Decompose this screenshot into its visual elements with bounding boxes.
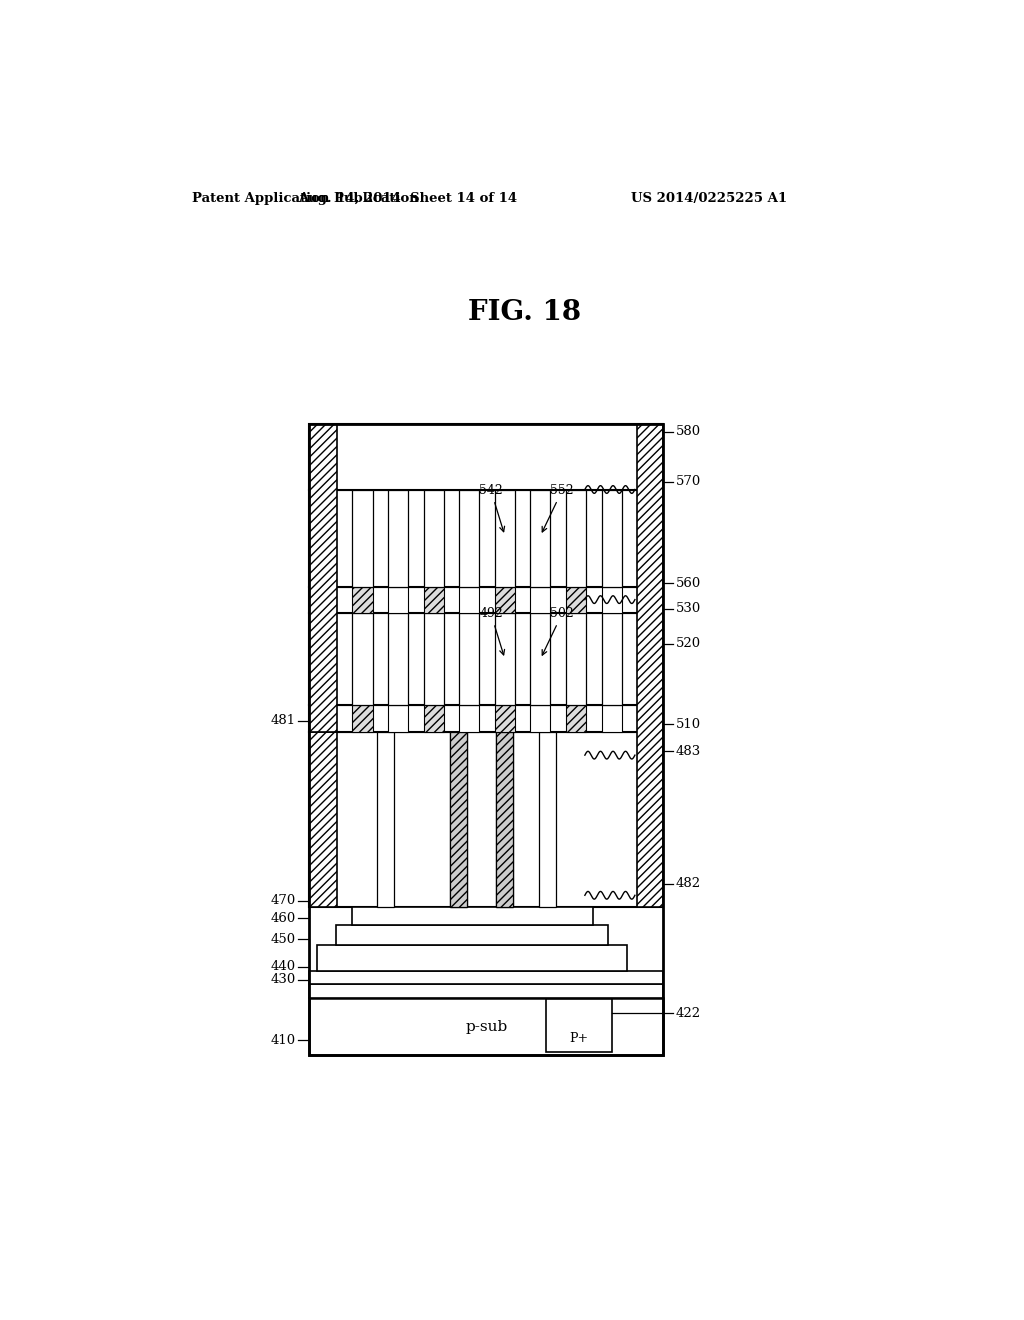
Bar xyxy=(602,587,622,612)
Bar xyxy=(309,705,664,733)
Bar xyxy=(566,490,586,587)
Bar xyxy=(602,705,622,733)
Bar xyxy=(316,945,628,970)
Bar xyxy=(309,490,664,587)
Bar xyxy=(352,705,373,733)
Bar xyxy=(497,733,513,907)
Bar xyxy=(424,612,443,705)
Bar xyxy=(309,970,664,983)
Bar xyxy=(547,999,611,1052)
Bar xyxy=(352,612,373,705)
Bar xyxy=(539,733,556,907)
Text: 492: 492 xyxy=(479,607,505,655)
Bar xyxy=(309,733,664,907)
Text: 430: 430 xyxy=(270,973,295,986)
Bar xyxy=(352,587,373,612)
Text: P+: P+ xyxy=(569,1032,588,1045)
Bar xyxy=(309,587,664,612)
Bar xyxy=(352,490,373,587)
Bar xyxy=(424,490,443,587)
Bar xyxy=(388,587,409,612)
Bar xyxy=(424,705,443,733)
Text: 482: 482 xyxy=(676,878,700,890)
Bar xyxy=(602,612,622,705)
Bar xyxy=(309,424,337,733)
Text: 520: 520 xyxy=(676,638,700,649)
Text: 450: 450 xyxy=(270,933,295,945)
Bar xyxy=(497,733,513,907)
Text: p-sub: p-sub xyxy=(465,1020,508,1034)
Bar xyxy=(530,705,551,733)
Bar xyxy=(309,612,664,705)
Text: 510: 510 xyxy=(676,718,700,731)
Bar xyxy=(495,612,515,705)
Text: 570: 570 xyxy=(676,475,701,488)
Bar xyxy=(460,587,479,612)
Text: 580: 580 xyxy=(676,425,700,438)
Bar xyxy=(351,907,593,924)
Bar xyxy=(566,705,586,733)
Bar xyxy=(460,705,479,733)
Text: 483: 483 xyxy=(676,744,701,758)
Bar xyxy=(377,733,394,907)
Bar xyxy=(566,612,586,705)
Bar xyxy=(309,424,664,490)
Text: 481: 481 xyxy=(270,714,295,727)
Text: 440: 440 xyxy=(270,961,295,973)
Text: 410: 410 xyxy=(270,1034,295,1047)
Text: US 2014/0225225 A1: US 2014/0225225 A1 xyxy=(631,191,787,205)
Text: FIG. 18: FIG. 18 xyxy=(468,298,582,326)
Bar xyxy=(451,733,467,907)
Bar xyxy=(309,424,664,1056)
Bar xyxy=(637,424,664,907)
Bar xyxy=(530,612,551,705)
Text: Patent Application Publication: Patent Application Publication xyxy=(193,191,419,205)
Text: 560: 560 xyxy=(676,577,701,590)
Bar xyxy=(495,490,515,587)
Bar xyxy=(309,983,664,998)
Bar xyxy=(336,924,608,945)
Bar xyxy=(495,705,515,733)
Text: 530: 530 xyxy=(676,602,701,615)
Text: 470: 470 xyxy=(270,894,295,907)
Text: 542: 542 xyxy=(479,484,505,532)
Bar xyxy=(460,612,479,705)
Bar xyxy=(309,998,664,1056)
Text: Aug. 14, 2014  Sheet 14 of 14: Aug. 14, 2014 Sheet 14 of 14 xyxy=(298,191,517,205)
Bar xyxy=(388,490,409,587)
Text: 460: 460 xyxy=(270,912,295,925)
Bar xyxy=(309,733,337,907)
Text: 502: 502 xyxy=(542,607,573,655)
Text: 552: 552 xyxy=(542,484,573,532)
Bar xyxy=(388,612,409,705)
Text: 422: 422 xyxy=(676,1007,700,1019)
Bar xyxy=(530,587,551,612)
Bar xyxy=(602,490,622,587)
Bar xyxy=(530,490,551,587)
Bar xyxy=(460,490,479,587)
Bar xyxy=(451,733,467,907)
Bar xyxy=(388,705,409,733)
Bar xyxy=(495,587,515,612)
Bar xyxy=(566,587,586,612)
Bar xyxy=(424,587,443,612)
